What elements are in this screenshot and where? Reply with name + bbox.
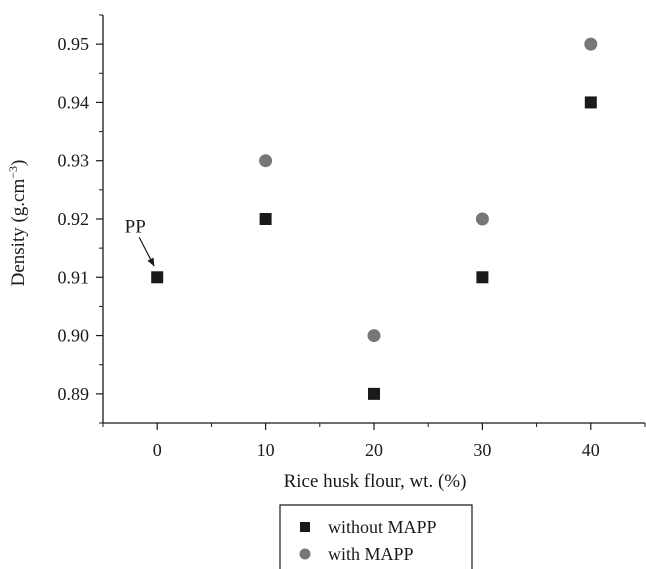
y-axis-label-unit-exponent: −3 bbox=[6, 166, 20, 179]
point-without-mapp bbox=[259, 213, 272, 225]
point-without-mapp bbox=[584, 96, 597, 109]
y-axis-label-close: ) bbox=[8, 160, 29, 166]
y-tick-label: 0.94 bbox=[58, 92, 90, 112]
x-tick-label: 30 bbox=[473, 440, 491, 460]
y-tick-label: 0.93 bbox=[58, 151, 90, 171]
annotation-label: PP bbox=[125, 216, 146, 237]
y-tick-label: 0.95 bbox=[58, 34, 90, 54]
legend-box bbox=[279, 504, 473, 569]
legend-marker-without-mapp bbox=[300, 522, 310, 532]
point-without-mapp bbox=[151, 271, 164, 284]
legend-label: without MAPP bbox=[328, 517, 437, 537]
y-axis-label: Density (g.cm−3) bbox=[6, 160, 29, 287]
point-with-mapp bbox=[584, 37, 598, 51]
point-with-mapp bbox=[367, 329, 381, 343]
legend-label: with MAPP bbox=[328, 544, 414, 564]
legend-marker-with-mapp bbox=[299, 548, 311, 560]
point-with-mapp bbox=[259, 154, 273, 168]
point-without-mapp bbox=[476, 271, 489, 284]
plot-frame bbox=[102, 15, 645, 424]
x-axis-label: Rice husk flour, wt. (%) bbox=[284, 471, 467, 492]
legend: without MAPP with MAPP bbox=[279, 504, 473, 569]
x-tick-label: 40 bbox=[582, 440, 600, 460]
annotation: PP bbox=[125, 216, 155, 267]
y-axis-label-main: Density (g.cm bbox=[8, 179, 29, 287]
y-tick-label: 0.90 bbox=[58, 326, 90, 346]
x-tick-label: 10 bbox=[257, 440, 275, 460]
y-tick-label: 0.91 bbox=[58, 267, 90, 287]
annotation-arrow-head bbox=[147, 257, 155, 267]
point-with-mapp bbox=[475, 212, 489, 226]
point-without-mapp bbox=[368, 387, 380, 400]
y-axis: 0.89 0.90 0.91 0.92 0.93 0.94 0.95 bbox=[58, 14, 103, 424]
y-tick-label: 0.89 bbox=[58, 384, 90, 404]
x-axis: 0 10 20 30 40 bbox=[102, 423, 646, 460]
data-points bbox=[151, 37, 598, 400]
x-tick-label: 0 bbox=[153, 440, 162, 460]
y-tick-label: 0.92 bbox=[58, 209, 90, 229]
x-tick-label: 20 bbox=[365, 440, 383, 460]
